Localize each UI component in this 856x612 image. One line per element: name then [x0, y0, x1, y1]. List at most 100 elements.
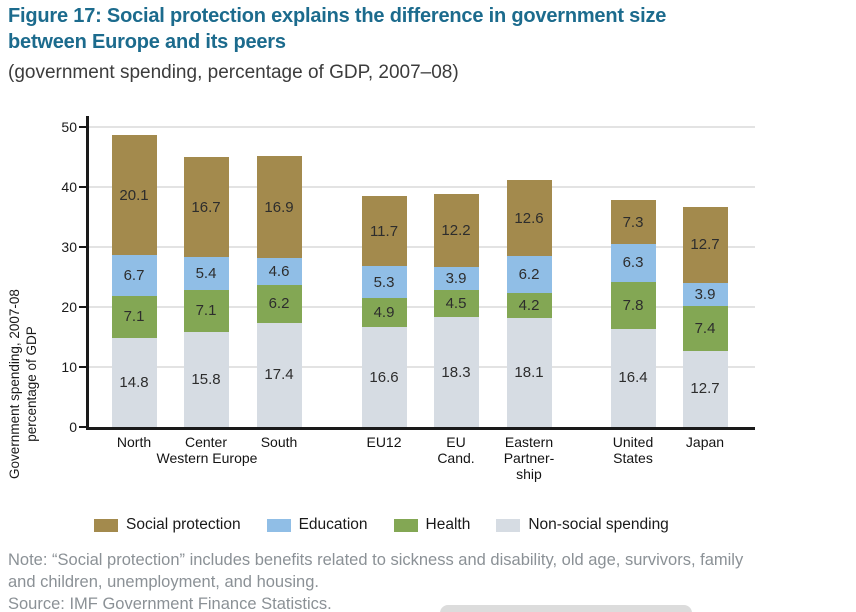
y-tick-40 [79, 186, 86, 188]
legend-item-health: Health [393, 516, 471, 534]
y-tick-20 [79, 306, 86, 308]
bar-Eastern Partnership-health: 4.2 [506, 293, 552, 319]
source-line: Source: IMF Government Finance Statistic… [8, 595, 332, 612]
bar-value-label: 4.5 [445, 295, 467, 313]
y-tick-label-20: 20 [61, 299, 77, 315]
x-label-line: ship [516, 466, 542, 482]
bar-value-label: 7.1 [123, 308, 145, 326]
bar-value-label: 7.4 [694, 320, 716, 338]
legend-swatch-social-protection [94, 518, 118, 532]
y-axis-line [86, 116, 89, 430]
legend-label-education: Education [298, 516, 368, 533]
bar-value-label: 17.4 [264, 366, 294, 384]
bar-value-label: 18.1 [514, 364, 544, 382]
bar-South-non_social: 17.4 [256, 322, 302, 427]
x-label-line: Center [184, 434, 228, 450]
x-label-line: Eastern [504, 434, 554, 450]
bar-value-label: 3.9 [694, 286, 716, 304]
bar-Japan-non_social: 12.7 [682, 350, 728, 427]
bar-United States-non_social: 16.4 [610, 328, 656, 427]
gridline-10 [88, 366, 755, 368]
x-label-line: Japan [685, 434, 725, 450]
bar-value-label: 16.6 [369, 368, 399, 386]
legend-label-health: Health [425, 516, 471, 533]
bar-value-label: 4.9 [373, 304, 395, 322]
x-label-line: States [613, 450, 653, 466]
figure-subtitle: (government spending, percentage of GDP,… [8, 62, 459, 83]
bar-value-label: 16.4 [618, 369, 648, 387]
bar-value-label: 6.3 [622, 254, 644, 272]
bar-value-label: 15.8 [191, 371, 221, 389]
bar-North-social_protection: 20.1 [111, 134, 157, 256]
bar-EU12-non_social: 16.6 [361, 327, 407, 427]
bar-EU Cand.-non_social: 18.3 [433, 317, 479, 427]
bar-Japan-education: 3.9 [682, 283, 728, 307]
bar-North-health: 7.1 [111, 295, 157, 339]
x-label-Japan: Japan [686, 434, 724, 450]
bar-value-label: 12.6 [514, 209, 544, 227]
gridline-20 [88, 306, 755, 308]
bar-EU Cand.-social_protection: 12.2 [433, 193, 479, 267]
y-tick-label-0: 0 [69, 419, 77, 435]
x-group-label-western-europe: Western Europe [156, 450, 258, 466]
y-tick-label-50: 50 [61, 119, 77, 135]
y-tick-50 [79, 126, 86, 128]
figure-title-line1: Figure 17: Social protection explains th… [8, 5, 667, 27]
horizontal-scrollbar-thumb[interactable] [440, 605, 692, 612]
bar-Japan-social_protection: 12.7 [682, 206, 728, 283]
bar-value-label: 4.6 [268, 263, 290, 281]
y-tick-30 [79, 246, 86, 248]
bar-value-label: 7.1 [195, 302, 217, 320]
y-axis-title-line1: Government spending, 2007-08 [7, 289, 22, 479]
x-label-South: South [261, 434, 298, 450]
bar-value-label: 4.2 [518, 297, 540, 315]
legend-item-non-social: Non-social spending [496, 516, 669, 534]
bar-value-label: 3.9 [445, 269, 467, 287]
bar-value-label: 7.8 [622, 296, 644, 314]
legend-item-education: Education [266, 516, 368, 534]
bar-Center-education: 5.4 [183, 257, 229, 290]
bar-United States-social_protection: 7.3 [610, 200, 656, 244]
x-label-line: Partner- [503, 450, 555, 466]
x-label-North: North [117, 434, 151, 450]
x-label-Center: Center [185, 434, 227, 450]
bar-Eastern Partnership-education: 6.2 [506, 256, 552, 294]
bar-Eastern Partnership-social_protection: 12.6 [506, 180, 552, 256]
bar-Japan-health: 7.4 [682, 306, 728, 351]
bar-value-label: 5.3 [373, 273, 395, 291]
y-tick-10 [79, 366, 86, 368]
x-label-Eastern Partnership: Eastern Partner-ship [504, 434, 555, 482]
chart-legend: Social protection Education Health Non-s… [94, 516, 669, 534]
y-tick-label-30: 30 [61, 239, 77, 255]
bar-value-label: 6.7 [123, 266, 145, 284]
bar-Center-health: 7.1 [183, 289, 229, 333]
bar-value-label: 5.4 [195, 264, 217, 282]
bar-Center-non_social: 15.8 [183, 332, 229, 427]
legend-item-social-protection: Social protection [94, 516, 241, 534]
x-label-line: EU12 [366, 434, 402, 450]
bar-value-label: 7.3 [622, 213, 644, 231]
bar-North-education: 6.7 [111, 255, 157, 296]
bar-value-label: 12.7 [690, 236, 720, 254]
bar-value-label: 16.7 [191, 198, 221, 216]
bar-South-health: 6.2 [256, 285, 302, 323]
x-label-line: United [612, 434, 654, 450]
x-label-EU Cand.: EU Cand. [437, 434, 474, 466]
x-label-United States: United States [613, 434, 653, 466]
x-label-EU12: EU12 [366, 434, 401, 450]
y-axis-title: Government spending, 2007-08 percentage … [6, 224, 42, 544]
note-line1: Note: “Social protection” includes benef… [8, 551, 744, 569]
plot-area: Government spending, 2007-08 percentage … [0, 112, 856, 522]
x-label-line: EU [446, 434, 466, 450]
y-axis-title-line2: percentage of GDP [24, 326, 39, 442]
x-axis-line [86, 427, 755, 430]
bar-value-label: 12.2 [441, 221, 471, 239]
bar-value-label: 12.7 [690, 380, 720, 398]
bar-value-label: 6.2 [268, 295, 290, 313]
bar-EU Cand.-health: 4.5 [433, 290, 479, 318]
bar-value-label: 14.8 [119, 374, 149, 392]
bar-value-label: 18.3 [441, 363, 471, 381]
x-label-line: North [116, 434, 152, 450]
y-tick-0 [79, 426, 86, 428]
